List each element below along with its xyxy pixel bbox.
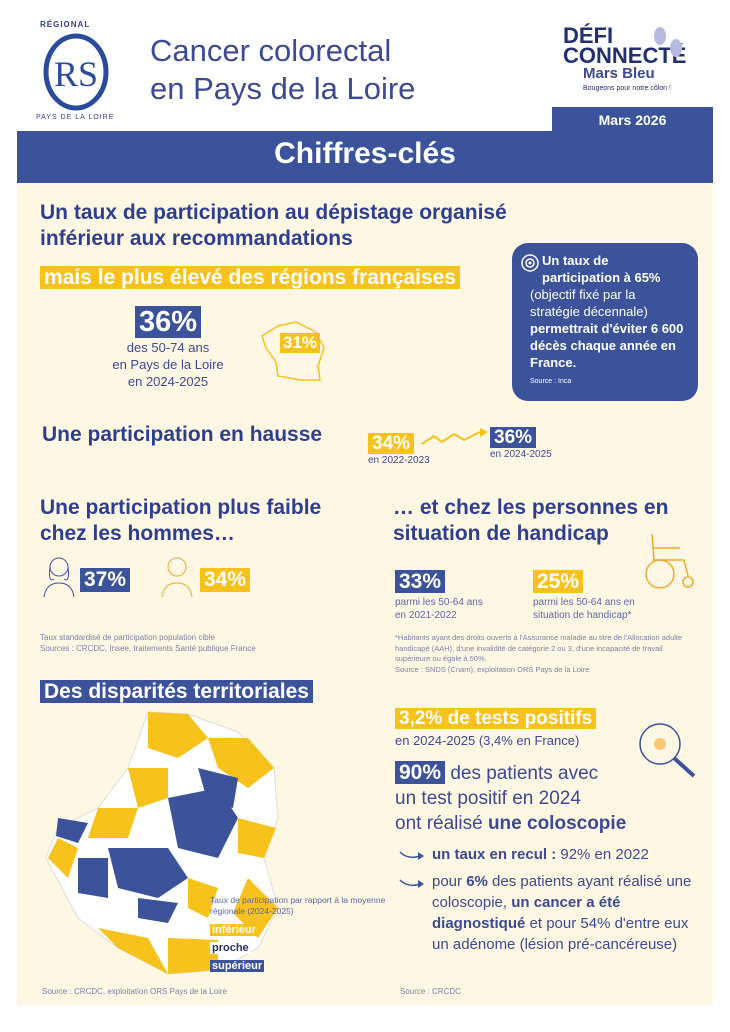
callout-source: Source : Inca: [530, 378, 572, 385]
territorial-map: [45, 711, 279, 975]
s2-heading: Une participation en hausse: [42, 423, 323, 446]
title-line2: en Pays de la Loire: [150, 71, 416, 106]
target-icon: [521, 254, 539, 272]
france-value: 31%: [280, 333, 321, 353]
s6-source: Source : CRCDC: [400, 987, 461, 996]
s1-heading: Un taux de participation au dépistage or…: [40, 201, 507, 250]
s6-bullet1-rest: 92% en 2022: [556, 846, 649, 863]
svg-text:RS: RS: [54, 54, 98, 94]
trend-up-icon: [421, 428, 488, 445]
s6-line2: un test positif en 2024: [395, 788, 581, 809]
s2-value1: 34%: [368, 433, 415, 454]
s4-note: *Habitants ayant des droits ouverts à l'…: [395, 633, 683, 663]
s2-period2: en 2024-2025: [490, 449, 552, 460]
band-title: Chiffres-clés: [274, 137, 456, 170]
ors-logo-mark: RS: [43, 33, 109, 111]
s2-period1: en 2022-2023: [368, 455, 430, 466]
woman-icon: [43, 557, 75, 598]
s2-value2: 36%: [490, 427, 537, 448]
defi-logo: DÉFI CONNECTÉ Mars Bleu Bougeons pour no…: [563, 23, 687, 93]
arrow-icon: [399, 879, 424, 888]
wheelchair-icon: [645, 533, 694, 589]
title-line1: Cancer colorectal: [150, 33, 392, 68]
s6-sub: en 2024-2025 (3,4% en France): [395, 733, 580, 748]
callout-bold1: Un taux de participation à 65%: [542, 253, 661, 285]
arrow-icon: [399, 851, 424, 860]
s4-source: Source : SNDS (Cnam), exploitation ORS P…: [395, 664, 590, 674]
s1-desc3: en 2024-2025: [127, 374, 209, 389]
s6-heading: 3,2% de tests positifs: [395, 708, 597, 729]
man-icon: [161, 557, 193, 598]
women-value: 37%: [80, 568, 131, 592]
callout-bold2: permettrait d'éviter 6 600 décès chaque …: [530, 321, 684, 370]
s4-value2: 25%: [533, 570, 584, 593]
logo-text-top: RÉGIONAL: [40, 20, 91, 29]
s3-note2: Sources : CRCDC, Insee, traitements Sant…: [40, 644, 256, 653]
s3-note1: Taux standardisé de participation popula…: [40, 633, 215, 642]
callout-box: Un taux de participation à 65% (objectif…: [512, 243, 698, 401]
legend-inferieur: inférieur: [210, 924, 259, 936]
france-map-icon: [261, 321, 325, 381]
callout-normal: (objectif fixé par la stratégie décennal…: [530, 287, 648, 319]
s4-desc1: parmi les 50-64 ans en 2021-2022: [395, 597, 483, 621]
ors-logo: RS RÉGIONAL PAYS DE LA LOIRE: [20, 20, 130, 121]
s1-desc2: en Pays de la Loire: [112, 357, 224, 372]
s1-highlight: mais le plus élevé des régions française…: [40, 266, 461, 289]
s6-bullet1-bold: un taux en recul :: [432, 846, 557, 863]
s4-heading: … et chez les personnes en situation de …: [393, 496, 669, 545]
legend-title: Taux de participation par rapport à la m…: [210, 895, 386, 916]
s6-big: 90%: [395, 761, 446, 784]
legend-superieur: supérieur: [210, 960, 265, 972]
s6-line3a: ont réalisé: [395, 813, 488, 834]
footprints-icon: [654, 27, 682, 57]
legend-proche: proche: [210, 942, 251, 954]
s3-heading: Une participation plus faible chez les h…: [40, 496, 322, 545]
magnifier-icon: [639, 723, 696, 778]
s5-heading: Des disparités territoriales: [40, 680, 313, 703]
s1-desc1: des 50-74 ans: [126, 340, 210, 355]
s6-line1: des patients avec: [450, 763, 599, 784]
men-value: 34%: [200, 568, 251, 592]
date-tab: Mars 2026: [552, 107, 713, 133]
s1-big-value: 36%: [134, 306, 202, 338]
s6-line3b: une coloscopie: [487, 813, 627, 834]
s4-desc2: parmi les 50-64 ans en situation de hand…: [533, 597, 635, 621]
s6-bullet2: pour 6% des patients ayant réalisé une c…: [432, 873, 692, 953]
s4-value1: 33%: [395, 570, 446, 593]
title-band: [17, 131, 713, 183]
logo-text-bottom: PAYS DE LA LOIRE: [36, 114, 115, 121]
s5-source: Source : CRCDC, exploitation ORS Pays de…: [42, 987, 227, 996]
